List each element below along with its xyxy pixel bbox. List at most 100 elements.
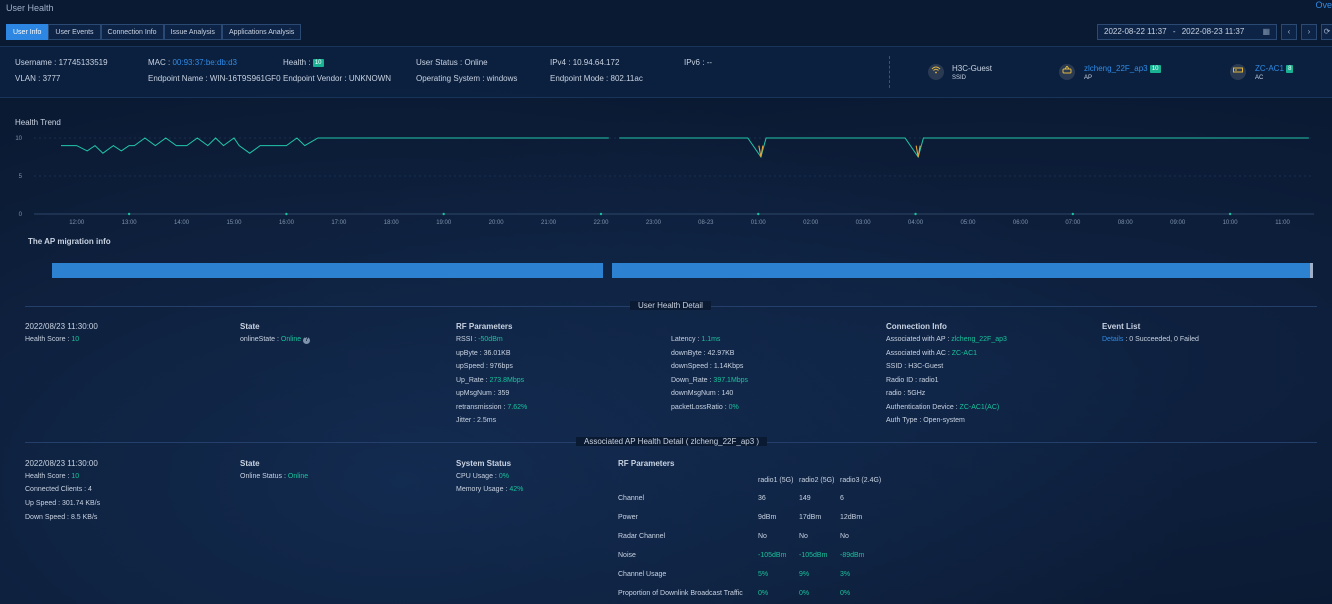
health-label: Health : <box>283 58 311 67</box>
online-state-label: onlineState : <box>240 336 279 343</box>
ap-health-detail-title: Associated AP Health Detail ( zlcheng_22… <box>576 437 768 446</box>
ap-health-badge: 10 <box>1149 65 1161 73</box>
info-icon[interactable]: ? <box>303 337 311 344</box>
x-tick-label: 21:00 <box>541 220 557 226</box>
refresh-button[interactable]: ⟳ <box>1321 24 1332 40</box>
connection-info-list: Associated with AP : zlcheng_22F_ap3 Asso… <box>886 336 1007 431</box>
ap-rf-cell: -105dBm <box>799 552 828 559</box>
rf-param-label: Latency : <box>671 336 702 343</box>
rf-param-row: upByte : 36.01KB <box>456 350 527 364</box>
ssid-name: H3C-Guest <box>952 64 993 73</box>
ap-rf-cell: 5% <box>758 571 769 578</box>
rf-param-label: downSpeed : <box>671 363 714 370</box>
x-tick-label: 22:00 <box>593 220 609 226</box>
radio3-header: radio3 (2.4G) <box>840 477 882 484</box>
tab-applications-analysis[interactable]: Applications Analysis <box>221 24 302 40</box>
os-value: windows <box>486 74 518 83</box>
x-tick-label: 11:00 <box>1275 220 1290 226</box>
health-field: Health : 10 <box>283 58 324 67</box>
prev-button[interactable]: ‹ <box>1281 24 1297 40</box>
rf-param-label: downByte : <box>671 349 708 357</box>
ap-health-score: Health Score : 10 <box>25 473 79 480</box>
connected-clients-value: 4 <box>88 486 92 493</box>
state-heading: State <box>240 322 260 331</box>
down-speed-value: 8.5 KB/s <box>70 514 98 521</box>
event-marker <box>127 212 131 216</box>
x-tick-label: 14:00 <box>174 220 190 226</box>
rf-param-value: 7.62% <box>507 403 528 411</box>
x-tick-label: 19:00 <box>436 220 452 226</box>
tab-issue-analysis[interactable]: Issue Analysis <box>163 24 222 40</box>
ipv4-field: IPv4 : 10.94.64.172 <box>550 58 619 67</box>
event-marker <box>442 212 445 216</box>
ap-rf-cell: 17dBm <box>799 514 822 521</box>
rf-param-value: -50dBm <box>478 336 503 343</box>
health-trend-chart[interactable]: 10 5 0 12:00 13:00 14:00 15:00 16:00 17:00 18:00 1… <box>12 128 1322 228</box>
endpoint-vendor-field: Endpoint Vendor : UNKNOWN <box>283 74 391 83</box>
x-tick-label: 16:00 <box>279 220 295 226</box>
conn-info-row: Associated with AC : ZC-AC1 <box>886 350 1007 364</box>
rf-param-row: RSSI : -50dBm <box>456 336 527 350</box>
ap-rf-row-label: Channel <box>618 495 645 502</box>
rf-param-value: 976bps <box>489 363 513 370</box>
user-health-detail-title: User Health Detail <box>630 301 711 310</box>
health-dip-marker <box>915 145 921 158</box>
health-score-value: 10 <box>71 336 80 343</box>
ap-name-link[interactable]: zlcheng_22F_ap3 10 <box>1084 64 1161 73</box>
x-tick-label: 05:00 <box>960 220 976 226</box>
ap-rf-cell: 9% <box>799 571 810 578</box>
rf-param-value: 1.1ms <box>701 336 721 343</box>
cpu-usage: CPU Usage : 0% <box>456 473 509 480</box>
ap-online-status: Online Status : Online <box>240 473 308 480</box>
conn-info-row: SSID : H3C-Guest <box>886 363 1007 377</box>
rf-param-row: Up_Rate : 273.8Mbps <box>456 377 527 391</box>
cpu-usage-value: 0% <box>498 473 509 480</box>
rf-param-label: upMsgNum : <box>456 390 498 397</box>
overview-link[interactable]: Ove <box>1315 0 1332 10</box>
migration-bar-1[interactable] <box>52 263 603 278</box>
tab-user-events[interactable]: User Events <box>48 24 101 40</box>
ap-rf-heading: RF Parameters <box>618 459 675 468</box>
ac-name[interactable]: ZC-AC1 <box>1255 64 1284 73</box>
ssid-type: SSID <box>952 75 967 81</box>
mac-value[interactable]: 00:93:37:be:db:d3 <box>172 58 237 67</box>
y-tick-label: 10 <box>15 136 22 142</box>
up-speed-value: 301.74 KB/s <box>61 500 101 507</box>
x-tick-label: 23:00 <box>646 220 662 226</box>
conn-info-row: Associated with AP : zlcheng_22F_ap3 <box>886 336 1007 350</box>
rf-param-value: 42.97KB <box>707 349 735 357</box>
event-marker <box>1228 212 1232 216</box>
ap-rf-row-label: Power <box>618 514 638 521</box>
tab-user-info[interactable]: User Info <box>6 24 49 40</box>
ac-health-badge: 8 <box>1286 65 1294 73</box>
health-trend-title: Health Trend <box>15 118 61 127</box>
event-details-link[interactable]: Details <box>1102 336 1124 343</box>
rf-param-row: retransmission : 7.62% <box>456 404 527 418</box>
ap-rf-row-label: Proportion of Downlink Broadcast Traffic <box>618 590 743 597</box>
health-score-label: Health Score : <box>25 336 70 343</box>
endpoint-mode-field: Endpoint Mode : 802.11ac <box>550 74 643 83</box>
connected-clients-label: Connected Clients : <box>25 486 87 493</box>
radio1-header: radio1 (5G) <box>758 477 794 484</box>
up-speed-label: Up Speed : <box>25 500 61 507</box>
rf-param-value: 0% <box>728 403 739 411</box>
info-divider <box>889 56 890 88</box>
ap-name[interactable]: zlcheng_22F_ap3 <box>1084 64 1148 73</box>
rf-param-value: 359 <box>497 390 510 397</box>
mac-field: MAC : 00:93:37:be:db:d3 <box>148 58 237 67</box>
calendar-icon: ▦ <box>1262 27 1270 36</box>
rf-param-value: 1.14Kbps <box>713 363 744 370</box>
tab-connection-info[interactable]: Connection Info <box>100 24 164 40</box>
rf-param-row: downByte : 42.97KB <box>671 350 748 364</box>
migration-bar-2[interactable] <box>612 263 1310 278</box>
next-button[interactable]: › <box>1301 24 1317 40</box>
x-tick-label: 15:00 <box>226 220 242 226</box>
ac-name-link[interactable]: ZC-AC1 8 <box>1255 64 1294 73</box>
health-series-line <box>61 137 609 154</box>
x-tick-label: 04:00 <box>908 220 924 226</box>
conn-info-label: SSID : <box>886 363 909 370</box>
event-list-heading: Event List <box>1102 322 1141 331</box>
date-separator: - <box>1172 27 1176 36</box>
date-range-picker[interactable]: 2022-08-22 11:37 - 2022-08-23 11:37 ▦ <box>1097 24 1277 40</box>
online-state: onlineState : Online ? <box>240 336 311 344</box>
